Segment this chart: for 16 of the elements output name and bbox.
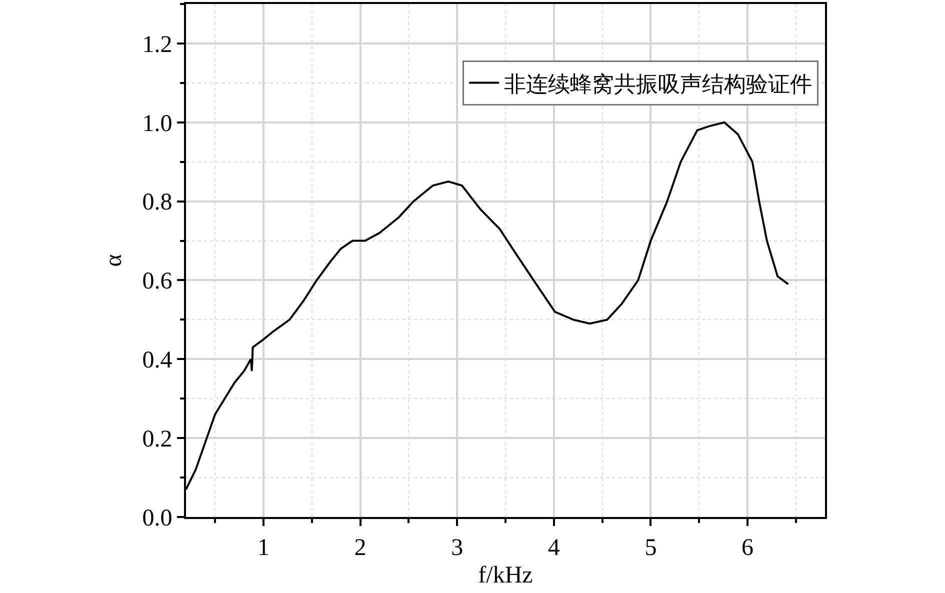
x-tick-label: 6 (742, 534, 754, 561)
y-tick-label: 0.4 (142, 348, 172, 374)
x-tick-label: 5 (644, 534, 657, 561)
y-axis-title: α (100, 254, 127, 267)
y-tick-label: 1.0 (142, 110, 172, 137)
x-tick-label: 1 (257, 534, 270, 561)
y-tick-label: 0.8 (142, 190, 172, 216)
y-tick-label: 0.6 (142, 268, 172, 295)
y-tick-label: 0.2 (142, 426, 172, 452)
y-tick-label: 1.2 (142, 32, 172, 58)
x-tick-label: 4 (548, 534, 560, 561)
y-tick-label: 0.0 (142, 505, 172, 532)
x-tick-label: 3 (451, 534, 464, 561)
legend-label: 非连续蜂窝共振吸声结构验证件 (504, 71, 812, 96)
x-tick-label: 2 (354, 534, 366, 561)
x-axis-title: f/kHz (478, 562, 533, 589)
